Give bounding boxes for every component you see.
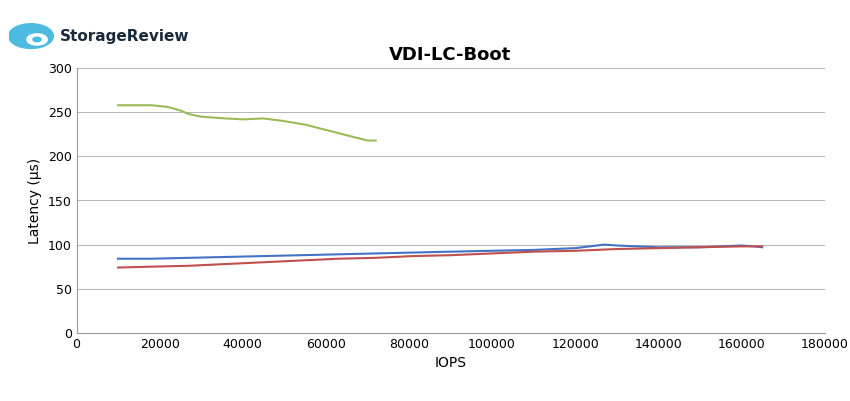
- Samsung PM1743 7.68TB: [279, 119, 289, 124]
- KIOXIA CM7 3.2TB Gen5: [757, 244, 768, 249]
- Memblaze 7940 7.68TB Gen5: [296, 253, 306, 257]
- Memblaze 7940 7.68TB Gen5: [694, 245, 705, 250]
- Samsung PM1743 7.68TB: [184, 111, 194, 116]
- Circle shape: [27, 34, 48, 45]
- Samsung PM1743 7.68TB: [300, 122, 310, 127]
- Memblaze 7940 7.68TB Gen5: [749, 244, 759, 249]
- KIOXIA CM7 3.2TB Gen5: [184, 263, 194, 268]
- Samsung PM1743 7.68TB: [221, 116, 231, 121]
- KIOXIA CM7 3.2TB Gen5: [408, 254, 418, 259]
- KIOXIA CM7 3.2TB Gen5: [371, 255, 381, 260]
- Y-axis label: Latency (µs): Latency (µs): [28, 158, 42, 243]
- Memblaze 7940 7.68TB Gen5: [612, 243, 622, 248]
- KIOXIA CM7 3.2TB Gen5: [258, 260, 269, 265]
- KIOXIA CM7 3.2TB Gen5: [221, 261, 231, 266]
- Samsung PM1743 7.68TB: [163, 105, 173, 109]
- Samsung PM1743 7.68TB: [238, 117, 248, 122]
- Circle shape: [33, 37, 41, 42]
- Legend: Memblaze 7940 7.68TB Gen5, KIOXIA CM7 3.2TB Gen5, Samsung PM1743 7.68TB: Memblaze 7940 7.68TB Gen5, KIOXIA CM7 3.…: [126, 397, 775, 401]
- Memblaze 7940 7.68TB Gen5: [333, 252, 343, 257]
- KIOXIA CM7 3.2TB Gen5: [113, 265, 123, 270]
- KIOXIA CM7 3.2TB Gen5: [333, 256, 343, 261]
- Samsung PM1743 7.68TB: [113, 103, 123, 107]
- KIOXIA CM7 3.2TB Gen5: [570, 248, 581, 253]
- Samsung PM1743 7.68TB: [362, 138, 372, 143]
- Samsung PM1743 7.68TB: [371, 138, 381, 143]
- Memblaze 7940 7.68TB Gen5: [184, 255, 194, 260]
- KIOXIA CM7 3.2TB Gen5: [749, 244, 759, 249]
- Memblaze 7940 7.68TB Gen5: [445, 249, 456, 254]
- Memblaze 7940 7.68TB Gen5: [146, 256, 156, 261]
- KIOXIA CM7 3.2TB Gen5: [736, 244, 746, 249]
- Line: Memblaze 7940 7.68TB Gen5: Memblaze 7940 7.68TB Gen5: [118, 245, 762, 259]
- Samsung PM1743 7.68TB: [175, 108, 185, 113]
- KIOXIA CM7 3.2TB Gen5: [529, 249, 539, 254]
- Memblaze 7940 7.68TB Gen5: [570, 246, 581, 251]
- Samsung PM1743 7.68TB: [155, 104, 165, 109]
- Memblaze 7940 7.68TB Gen5: [408, 250, 418, 255]
- Memblaze 7940 7.68TB Gen5: [757, 245, 768, 250]
- Title: VDI-LC-Boot: VDI-LC-Boot: [389, 46, 512, 64]
- Samsung PM1743 7.68TB: [196, 114, 207, 119]
- KIOXIA CM7 3.2TB Gen5: [487, 251, 497, 256]
- Memblaze 7940 7.68TB Gen5: [258, 254, 269, 259]
- Samsung PM1743 7.68TB: [342, 133, 352, 138]
- Line: KIOXIA CM7 3.2TB Gen5: KIOXIA CM7 3.2TB Gen5: [118, 246, 762, 267]
- KIOXIA CM7 3.2TB Gen5: [612, 247, 622, 251]
- Memblaze 7940 7.68TB Gen5: [529, 247, 539, 252]
- Text: StorageReview: StorageReview: [60, 28, 189, 44]
- Memblaze 7940 7.68TB Gen5: [487, 248, 497, 253]
- KIOXIA CM7 3.2TB Gen5: [296, 258, 306, 263]
- Samsung PM1743 7.68TB: [320, 128, 331, 132]
- Samsung PM1743 7.68TB: [258, 116, 269, 121]
- Memblaze 7940 7.68TB Gen5: [599, 242, 609, 247]
- Memblaze 7940 7.68TB Gen5: [736, 243, 746, 248]
- KIOXIA CM7 3.2TB Gen5: [445, 253, 456, 257]
- Memblaze 7940 7.68TB Gen5: [371, 251, 381, 256]
- KIOXIA CM7 3.2TB Gen5: [146, 264, 156, 269]
- X-axis label: IOPS: IOPS: [434, 356, 467, 370]
- Circle shape: [8, 24, 54, 49]
- Memblaze 7940 7.68TB Gen5: [653, 245, 663, 250]
- Samsung PM1743 7.68TB: [146, 103, 156, 107]
- KIOXIA CM7 3.2TB Gen5: [694, 245, 705, 250]
- Samsung PM1743 7.68TB: [208, 115, 218, 120]
- KIOXIA CM7 3.2TB Gen5: [653, 246, 663, 251]
- Memblaze 7940 7.68TB Gen5: [221, 255, 231, 259]
- Memblaze 7940 7.68TB Gen5: [113, 256, 123, 261]
- Line: Samsung PM1743 7.68TB: Samsung PM1743 7.68TB: [118, 105, 376, 140]
